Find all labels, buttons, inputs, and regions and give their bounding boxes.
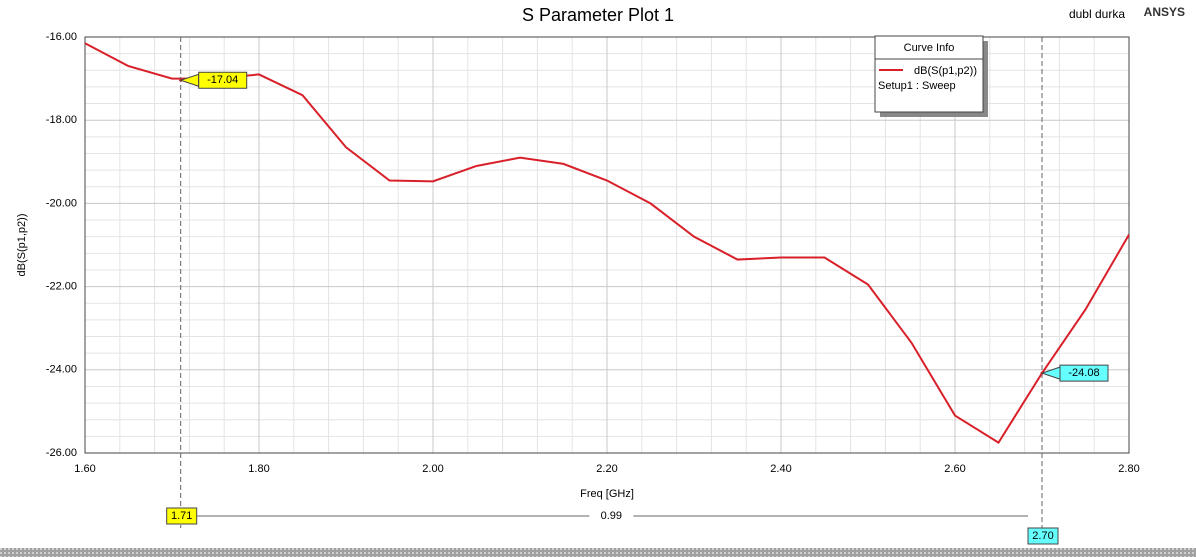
legend-title: Curve Info — [904, 42, 955, 54]
marker-x-box — [1027, 527, 1059, 545]
x-tick-label: 1.60 — [74, 463, 95, 475]
legend-entry: dB(S(p1,p2)) — [914, 65, 977, 77]
marker-value-box — [1059, 364, 1109, 382]
marker-value: -17.04 — [207, 74, 238, 86]
legend-setup: Setup1 : Sweep — [878, 80, 956, 92]
plot-frame — [84, 36, 1130, 454]
x-tick-label: 1.80 — [248, 463, 269, 475]
status-strip — [0, 548, 1196, 557]
y-tick-label: -20.00 — [46, 197, 77, 209]
delta-value: 0.99 — [601, 510, 622, 522]
y-tick-label: -26.00 — [46, 447, 77, 459]
brand: ANSYS — [1144, 5, 1185, 19]
y-axis-label: dB(S(p1,p2)) — [16, 214, 28, 277]
x-tick-label: 2.80 — [1118, 463, 1139, 475]
x-axis-label: Freq [GHz] — [580, 488, 634, 500]
marker-x-label: 2.70 — [1032, 530, 1053, 542]
marker-value: -24.08 — [1068, 367, 1099, 379]
x-tick-label: 2.20 — [596, 463, 617, 475]
legend-box — [874, 35, 984, 113]
x-tick-label: 2.60 — [944, 463, 965, 475]
y-tick-label: -16.00 — [46, 31, 77, 43]
header-note: dubl durka — [1069, 7, 1125, 21]
x-tick-label: 2.40 — [770, 463, 791, 475]
y-tick-label: -18.00 — [46, 114, 77, 126]
marker-value-box — [198, 71, 248, 89]
x-tick-label: 2.00 — [422, 463, 443, 475]
marker-x-label: 1.71 — [171, 510, 192, 522]
series-line — [84, 42, 1130, 444]
y-tick-label: -24.00 — [46, 364, 77, 376]
chart-title: S Parameter Plot 1 — [522, 5, 674, 25]
y-tick-label: -22.00 — [46, 281, 77, 293]
